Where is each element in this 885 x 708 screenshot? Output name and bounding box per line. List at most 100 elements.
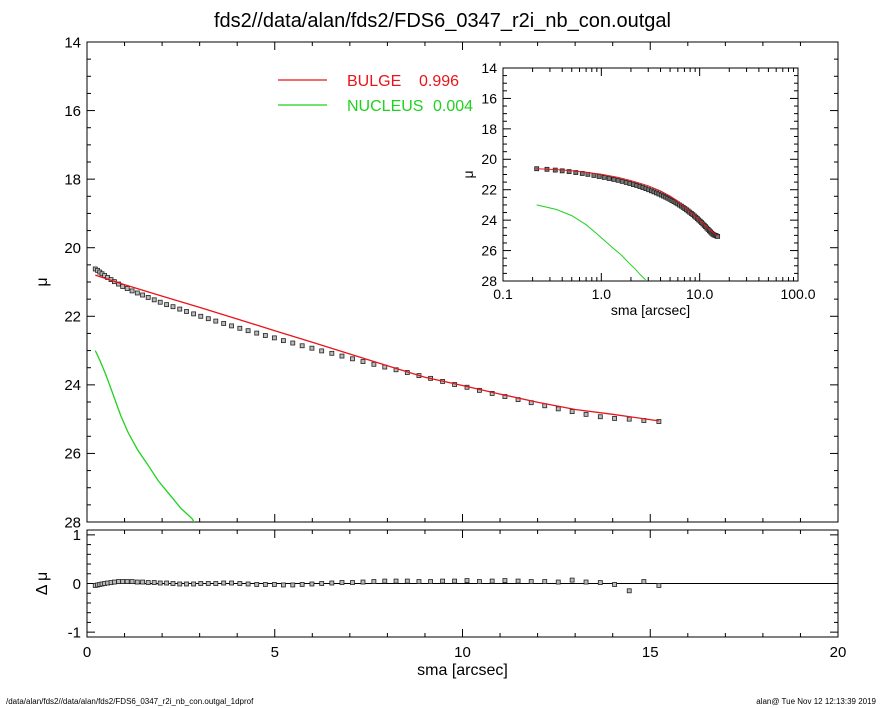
main-data-point	[271, 335, 277, 341]
residual-plot-area	[92, 577, 662, 594]
residual-xtick-label: 0	[83, 644, 91, 661]
main-ytick-label: 16	[64, 103, 81, 120]
residual-data-point	[151, 580, 157, 585]
main-data-point	[371, 361, 377, 367]
main-ytick-label: 24	[64, 377, 81, 394]
main-data-point	[350, 356, 355, 362]
inset-panel: 14 16 18 20 22 24 26 280.1 1.0 10.0 100.0 μ sma [arc…	[460, 60, 816, 318]
residual-data-point	[145, 580, 151, 585]
residual-data-point	[262, 582, 268, 587]
residual-data-point	[440, 578, 445, 584]
main-data-point	[360, 359, 366, 364]
main-data-point	[555, 406, 561, 412]
residual-data-point	[404, 578, 410, 584]
main-ytick-label: 20	[64, 240, 81, 257]
residual-data-point	[280, 582, 286, 588]
main-bulge-line	[95, 274, 659, 422]
residual-data-point	[583, 579, 589, 585]
inset-data-point	[573, 170, 579, 175]
main-data-point	[157, 299, 163, 305]
residual-data-point	[626, 588, 632, 594]
main-panel: 14 16 18 20 22 24 26 28 μ BULGE 0.996 NUCLEUS 0.004	[34, 34, 839, 531]
residual-data-point	[129, 579, 135, 584]
residual-data-point	[371, 579, 377, 584]
residual-data-point	[237, 581, 243, 586]
main-data-point	[612, 416, 617, 421]
main-data-point	[569, 409, 575, 415]
main-data-point	[656, 419, 662, 424]
legend: BULGE 0.996 NUCLEUS 0.004	[278, 73, 473, 115]
main-nucleus-line	[94, 350, 195, 522]
inset-data-point	[559, 168, 565, 174]
residual-data-point	[191, 581, 197, 587]
inset-data-point	[606, 176, 612, 181]
inset-data-point	[611, 176, 617, 182]
legend-label-bulge: BULGE	[347, 73, 401, 90]
residual-xtick-label: 15	[642, 644, 659, 661]
inset-data-point	[596, 174, 602, 179]
legend-label-nucleus: NUCLEUS	[347, 98, 423, 115]
main-data-point	[140, 292, 145, 298]
inset-data-point	[715, 234, 721, 239]
main-data-point	[184, 309, 189, 314]
inset-plot-area	[534, 166, 721, 281]
inset-data-point	[601, 174, 607, 180]
inset-xtick-label: 10.0	[686, 286, 713, 302]
main-data-point	[198, 313, 204, 319]
residual-data-point	[416, 579, 422, 584]
main-data-point	[309, 345, 315, 351]
main-ytick-label: 28	[64, 514, 81, 531]
inset-data-point	[615, 177, 621, 183]
residual-data-point	[205, 581, 211, 586]
chart-title: fds2//data/alan/fds2/FDS6_0347_r2i_nb_co…	[213, 10, 671, 32]
inset-xtick-label: 100.0	[780, 286, 815, 302]
main-data-point	[191, 311, 197, 317]
residual-ytick-label: -1	[68, 624, 81, 641]
residual-data-point	[329, 580, 335, 586]
main-data-point	[290, 340, 296, 346]
residual-data-point	[319, 581, 325, 586]
main-data-point	[164, 302, 170, 308]
residual-data-point	[112, 579, 117, 585]
main-data-point	[339, 353, 345, 359]
main-data-point	[221, 321, 227, 326]
residual-data-point	[452, 578, 458, 584]
residual-data-point	[184, 581, 189, 587]
main-data-point	[205, 316, 211, 322]
residual-data-point	[309, 581, 315, 587]
main-data-point	[245, 328, 251, 334]
residual-data-point	[198, 581, 204, 586]
inset-data-point	[591, 173, 597, 178]
residual-data-point	[360, 579, 366, 585]
residual-data-point	[597, 580, 603, 585]
main-data-point	[213, 318, 219, 324]
footer-file-path: /data/alan/fds2//data/alan/fds2/FDS6_034…	[6, 697, 254, 706]
residual-ylabel: Δ μ	[34, 572, 51, 595]
main-data-point	[151, 297, 157, 303]
main-data-point	[489, 391, 495, 396]
main-ytick-label: 22	[64, 309, 81, 326]
residual-data-point	[339, 580, 345, 585]
residual-data-point	[464, 578, 470, 583]
residual-data-point	[213, 581, 219, 586]
residual-data-point	[350, 580, 355, 585]
main-data-point	[170, 304, 176, 310]
residual-data-point	[177, 581, 183, 587]
residual-data-point	[612, 582, 617, 587]
inset-bulge-line	[536, 168, 718, 237]
residual-data-point	[164, 580, 170, 586]
inset-ylabel: μ	[460, 170, 476, 178]
residual-data-point	[656, 583, 662, 588]
residual-data-point	[428, 579, 433, 584]
residual-data-point	[140, 579, 145, 585]
residual-data-point	[271, 582, 277, 587]
main-ytick-label: 18	[64, 171, 81, 188]
main-data-point	[262, 333, 268, 338]
residual-data-point	[229, 580, 234, 586]
residual-data-point	[124, 579, 130, 584]
residual-data-point	[641, 579, 647, 584]
main-ylabel: μ	[34, 277, 51, 286]
inset-frame	[502, 67, 799, 282]
main-data-point	[626, 416, 632, 422]
